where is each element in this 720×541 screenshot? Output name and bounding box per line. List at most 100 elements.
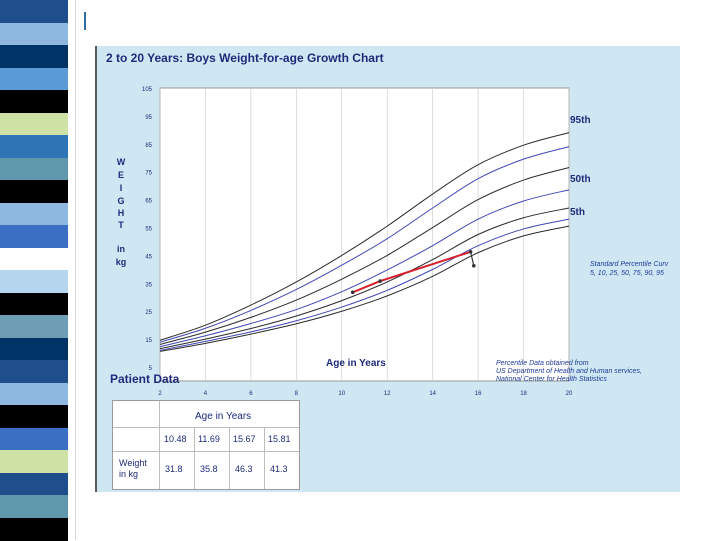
y-axis-unit-kg: kg bbox=[115, 257, 127, 267]
y-tick-label: 85 bbox=[145, 143, 152, 149]
percentile-curve-25th bbox=[159, 207, 570, 350]
y-tick-label: 65 bbox=[145, 199, 152, 205]
percentile-curve-90th bbox=[159, 146, 570, 343]
stripe-segment bbox=[0, 517, 68, 541]
stripe-segment bbox=[0, 45, 68, 68]
stripe-segment bbox=[0, 112, 68, 136]
divider-line bbox=[75, 0, 76, 540]
standard-curves-line-2: 5, 10, 25, 50, 75, 90, 95 bbox=[590, 270, 664, 277]
stripe-segment bbox=[0, 337, 68, 361]
patient-plot bbox=[350, 250, 476, 295]
percentile-curve-95th bbox=[159, 132, 570, 341]
y-axis-letter-e: E bbox=[117, 170, 124, 180]
stripe-segment bbox=[0, 405, 68, 428]
table-header-age: Age in Years bbox=[195, 411, 252, 422]
patient-data-point bbox=[471, 263, 476, 268]
stripe-segment bbox=[0, 427, 68, 451]
x-tick-label: 10 bbox=[338, 391, 345, 397]
source-line-1: Percentile Data obtained from bbox=[496, 360, 589, 367]
table-divider bbox=[264, 427, 265, 489]
y-tick-label: 5 bbox=[149, 366, 153, 372]
percentile-curve-75th bbox=[159, 167, 570, 345]
stripe-segment bbox=[0, 157, 68, 181]
source-line-2: US Department of Health and Human servic… bbox=[496, 368, 642, 375]
y-axis-letter-g: G bbox=[117, 196, 125, 206]
label-5th: 5th bbox=[570, 207, 585, 218]
stripe-segment bbox=[0, 360, 68, 383]
y-tick-label: 75 bbox=[145, 171, 152, 177]
patient-data-title: Patient Data bbox=[110, 372, 180, 386]
x-tick-label: 6 bbox=[249, 391, 253, 397]
x-axis-title: Age in Years bbox=[326, 358, 386, 369]
stripe-segment bbox=[0, 22, 68, 46]
x-tick-label: 12 bbox=[384, 391, 391, 397]
table-age-2: 11.69 bbox=[198, 434, 220, 444]
y-tick-label: 35 bbox=[145, 282, 152, 288]
table-divider bbox=[194, 427, 195, 489]
x-tick-labels: 2 4 6 8 10 12 14 16 18 20 bbox=[158, 391, 573, 397]
percentile-curve-5th bbox=[159, 225, 570, 352]
y-tick-label: 95 bbox=[145, 115, 152, 121]
x-tick-label: 16 bbox=[475, 391, 482, 397]
patient-data-point bbox=[350, 290, 355, 295]
y-tick-label: 25 bbox=[145, 310, 152, 316]
patient-weight-drop-line bbox=[470, 251, 475, 266]
table-divider bbox=[113, 451, 299, 452]
y-tick-labels: 5 15 25 35 45 55 65 75 85 95 105 bbox=[142, 87, 153, 372]
stripe-segment bbox=[0, 180, 68, 203]
x-tick-label: 18 bbox=[520, 391, 527, 397]
y-axis-letter-i: I bbox=[119, 183, 123, 193]
table-divider bbox=[159, 401, 160, 489]
stripe-segment bbox=[0, 270, 68, 293]
y-axis-letter-h: H bbox=[117, 208, 125, 218]
growth-chart: 5 15 25 35 45 55 65 75 85 95 105 2 4 6 8 10 12 14 16 18 20 bbox=[142, 87, 573, 397]
stripe-segment bbox=[0, 0, 68, 23]
stripe-segment bbox=[0, 472, 68, 496]
stripe-segment bbox=[0, 495, 68, 518]
standard-curves-line-1: Standard Percentile Curv bbox=[590, 261, 669, 268]
x-tick-label: 2 bbox=[158, 391, 162, 397]
percentile-curve-10th bbox=[159, 218, 570, 351]
table-weight-3: 46.3 bbox=[235, 464, 253, 474]
standard-curves-note: Standard Percentile Curv 5, 10, 25, 50, … bbox=[590, 260, 668, 278]
y-axis-letter-t: T bbox=[118, 220, 124, 230]
table-weight-1: 31.8 bbox=[165, 464, 183, 474]
table-divider bbox=[113, 427, 299, 428]
stripe-segment bbox=[0, 225, 68, 248]
stripe-segment bbox=[0, 90, 68, 113]
table-row-label-unit: in kg bbox=[119, 469, 139, 479]
x-tick-label: 4 bbox=[204, 391, 208, 397]
percentile-curve-50th bbox=[159, 189, 570, 348]
y-tick-label: 45 bbox=[145, 254, 152, 260]
y-axis-unit-in: in bbox=[117, 244, 125, 254]
table-row-label-weight: Weight bbox=[119, 458, 147, 468]
source-line-3: National Center for Health Statistics bbox=[496, 376, 607, 383]
chart-title: 2 to 20 Years: Boys Weight-for-age Growt… bbox=[106, 51, 384, 65]
stripe-segment bbox=[0, 135, 68, 158]
y-tick-label: 15 bbox=[145, 338, 152, 344]
patient-data-point bbox=[378, 279, 382, 283]
patient-data-table: Age in Years 10.48 11.69 15.67 15.81 Wei… bbox=[112, 400, 300, 490]
stripe-segment bbox=[0, 450, 68, 473]
y-tick-label: 105 bbox=[142, 87, 153, 93]
stripe-segment bbox=[0, 67, 68, 91]
y-tick-label: 55 bbox=[145, 227, 152, 233]
x-tick-label: 14 bbox=[429, 391, 436, 397]
panel-border bbox=[95, 46, 97, 492]
table-age-3: 15.67 bbox=[233, 434, 256, 444]
percentile-curves bbox=[159, 132, 570, 352]
table-age-4: 15.81 bbox=[268, 434, 291, 444]
table-divider bbox=[229, 427, 230, 489]
label-50th: 50th bbox=[570, 174, 591, 185]
x-tick-label: 20 bbox=[566, 391, 573, 397]
stripe-segment bbox=[0, 292, 68, 316]
table-weight-2: 35.8 bbox=[200, 464, 218, 474]
x-tick-label: 8 bbox=[295, 391, 299, 397]
stripe-segment bbox=[0, 315, 68, 338]
decorative-stripe bbox=[0, 0, 68, 541]
y-axis-letter-w: W bbox=[116, 157, 126, 167]
stripe-segment bbox=[0, 382, 68, 406]
table-age-1: 10.48 bbox=[164, 434, 187, 444]
table-weight-4: 41.3 bbox=[270, 464, 288, 474]
stripe-segment bbox=[0, 202, 68, 226]
